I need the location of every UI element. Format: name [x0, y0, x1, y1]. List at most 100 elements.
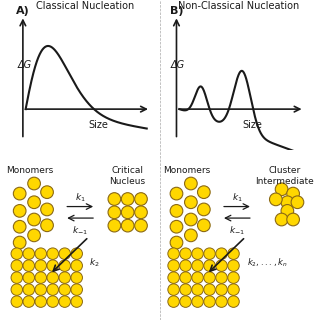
- Circle shape: [170, 236, 183, 249]
- Circle shape: [180, 260, 191, 271]
- Circle shape: [47, 296, 59, 307]
- Circle shape: [228, 260, 239, 271]
- Circle shape: [168, 272, 180, 284]
- Text: Monomers: Monomers: [163, 166, 210, 175]
- Circle shape: [168, 284, 180, 295]
- Text: ΔG: ΔG: [17, 60, 31, 70]
- Circle shape: [192, 248, 203, 260]
- Circle shape: [170, 220, 183, 233]
- Circle shape: [185, 229, 197, 242]
- Circle shape: [35, 284, 46, 295]
- Circle shape: [71, 272, 83, 284]
- Circle shape: [23, 272, 35, 284]
- Text: A): A): [16, 6, 30, 16]
- Text: Monomers: Monomers: [6, 166, 53, 175]
- Circle shape: [180, 248, 191, 260]
- Circle shape: [23, 296, 35, 307]
- Circle shape: [170, 204, 183, 217]
- Circle shape: [47, 284, 59, 295]
- Title: Classical Nucleation: Classical Nucleation: [36, 1, 134, 11]
- Circle shape: [71, 248, 83, 260]
- Text: Size: Size: [242, 120, 262, 130]
- Circle shape: [204, 284, 215, 295]
- Circle shape: [121, 219, 134, 232]
- Circle shape: [59, 260, 70, 271]
- Circle shape: [108, 206, 121, 219]
- Circle shape: [135, 193, 147, 205]
- Text: $k_1$: $k_1$: [75, 192, 85, 204]
- Circle shape: [11, 248, 22, 260]
- Circle shape: [47, 248, 59, 260]
- Circle shape: [216, 248, 227, 260]
- Circle shape: [11, 272, 22, 284]
- Circle shape: [197, 219, 210, 232]
- Circle shape: [13, 220, 26, 233]
- Circle shape: [216, 260, 227, 271]
- Text: $k_{-1}$: $k_{-1}$: [72, 225, 88, 237]
- Text: $k_1$: $k_1$: [232, 192, 242, 204]
- Circle shape: [41, 219, 53, 232]
- Circle shape: [197, 203, 210, 216]
- Circle shape: [228, 248, 239, 260]
- Text: Critical
Nucleus: Critical Nucleus: [110, 166, 146, 186]
- Circle shape: [192, 260, 203, 271]
- Circle shape: [168, 248, 180, 260]
- Circle shape: [11, 284, 22, 295]
- Circle shape: [185, 213, 197, 226]
- Circle shape: [135, 206, 147, 219]
- Text: ΔG: ΔG: [171, 60, 185, 70]
- Circle shape: [23, 284, 35, 295]
- Circle shape: [192, 272, 203, 284]
- Circle shape: [71, 284, 83, 295]
- Circle shape: [13, 187, 26, 200]
- Circle shape: [192, 284, 203, 295]
- Circle shape: [185, 196, 197, 209]
- Text: $k_2,...,k_n$: $k_2,...,k_n$: [247, 256, 287, 269]
- Circle shape: [291, 196, 304, 209]
- Circle shape: [228, 296, 239, 307]
- Circle shape: [281, 204, 294, 217]
- Circle shape: [135, 219, 147, 232]
- Circle shape: [228, 272, 239, 284]
- Circle shape: [11, 296, 22, 307]
- Circle shape: [71, 296, 83, 307]
- Circle shape: [204, 260, 215, 271]
- Circle shape: [204, 248, 215, 260]
- Circle shape: [35, 260, 46, 271]
- Circle shape: [23, 260, 35, 271]
- Text: Size: Size: [89, 120, 108, 130]
- Circle shape: [216, 284, 227, 295]
- Circle shape: [59, 248, 70, 260]
- Circle shape: [35, 272, 46, 284]
- Circle shape: [180, 284, 191, 295]
- Circle shape: [287, 213, 300, 226]
- Circle shape: [287, 187, 300, 200]
- Circle shape: [47, 260, 59, 271]
- Circle shape: [121, 193, 134, 205]
- Circle shape: [59, 272, 70, 284]
- Circle shape: [168, 260, 180, 271]
- Circle shape: [13, 236, 26, 249]
- Circle shape: [192, 296, 203, 307]
- Circle shape: [216, 272, 227, 284]
- Circle shape: [197, 186, 210, 198]
- Circle shape: [228, 284, 239, 295]
- Text: B): B): [170, 6, 183, 16]
- Circle shape: [41, 186, 53, 198]
- Circle shape: [28, 229, 40, 242]
- Circle shape: [269, 193, 282, 206]
- Circle shape: [23, 248, 35, 260]
- Circle shape: [28, 213, 40, 226]
- Circle shape: [121, 206, 134, 219]
- Circle shape: [275, 183, 288, 196]
- Circle shape: [108, 219, 121, 232]
- Circle shape: [28, 177, 40, 190]
- Text: $k_{-1}$: $k_{-1}$: [229, 225, 245, 237]
- Circle shape: [41, 203, 53, 216]
- Text: Cluster
Intermediate: Cluster Intermediate: [255, 166, 314, 186]
- Circle shape: [281, 196, 294, 209]
- Circle shape: [170, 187, 183, 200]
- Circle shape: [204, 296, 215, 307]
- Circle shape: [180, 272, 191, 284]
- Circle shape: [71, 260, 83, 271]
